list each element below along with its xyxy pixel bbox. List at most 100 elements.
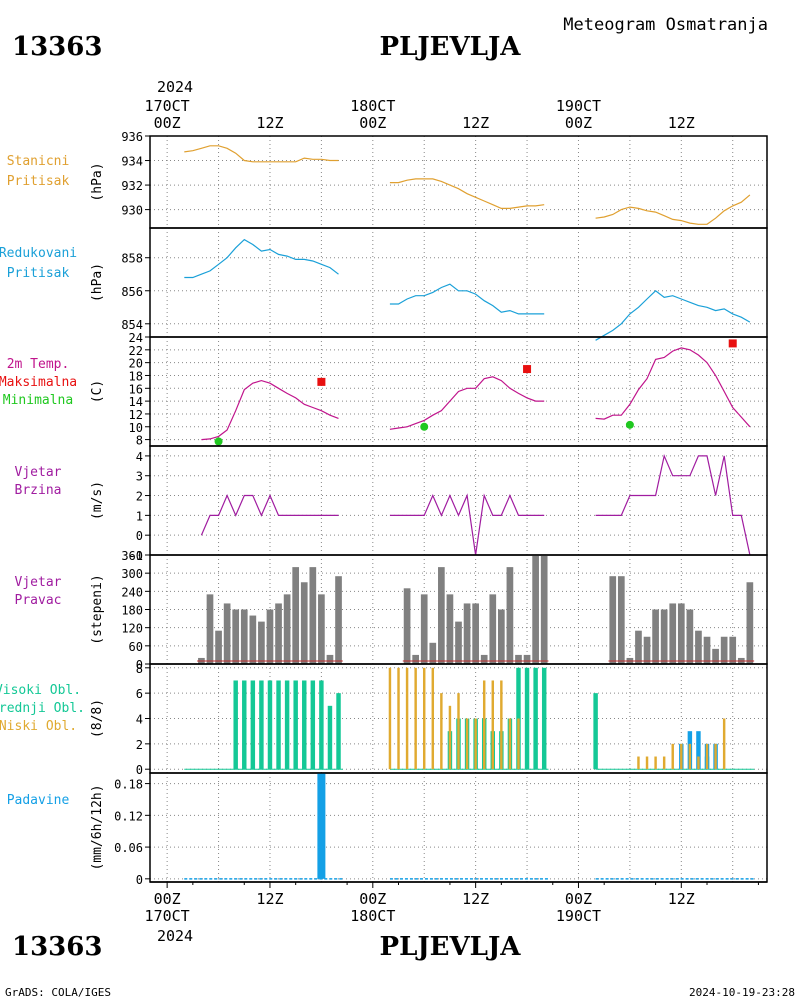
cloud-bar <box>310 680 316 770</box>
wind-direction-bar <box>532 555 539 664</box>
series-line <box>389 283 545 315</box>
time-label-top: 00Z <box>359 114 386 132</box>
time-label-bottom: 12Z <box>462 890 489 908</box>
station-name-bottom: PLJEVLJA <box>380 932 522 962</box>
panel-label: Srednji Obl. <box>0 701 85 716</box>
series-line <box>595 347 751 428</box>
time-label-top: 12Z <box>256 114 283 132</box>
wind-direction-bar <box>480 654 488 664</box>
y-tick-label: 932 <box>121 179 143 193</box>
y-axis-label: (hPa) <box>90 263 105 302</box>
cloud-bar <box>457 693 460 770</box>
series-line <box>184 238 339 279</box>
y-tick-label: 180 <box>121 604 143 618</box>
y-tick-label: 2 <box>136 738 143 752</box>
time-label-top: 00Z <box>154 114 181 132</box>
year-bottom: 2024 <box>157 927 193 945</box>
wind-direction-bar <box>515 654 522 664</box>
wind-direction-bar <box>489 594 497 664</box>
cloud-bar <box>422 667 426 770</box>
wind-direction-bar <box>232 609 240 664</box>
cloud-bar <box>500 680 503 770</box>
cloud-bar <box>508 718 512 770</box>
y-tick-label: 1 <box>136 509 143 523</box>
cloud-bar <box>233 680 238 770</box>
wind-direction-bar <box>506 567 514 664</box>
cloud-bar <box>482 680 486 770</box>
wind-direction-bar <box>660 609 668 664</box>
panel-label: Visoki Obl. <box>0 683 81 698</box>
cloud-bar <box>593 693 598 770</box>
wind-direction-bar <box>240 609 248 664</box>
cloud-bar <box>680 743 683 770</box>
cloud-bar <box>654 756 657 770</box>
y-tick-label: 2 <box>136 490 143 504</box>
cloud-bar <box>242 680 247 770</box>
y-tick-label: 4 <box>136 450 143 464</box>
panel-vjetar-brzina: -1 0 1 2 3 4 (m/s) Vjetar Brzina <box>15 445 768 563</box>
wind-direction-bar <box>609 576 617 664</box>
panel-label: Padavine <box>7 793 70 808</box>
y-tick-label: 120 <box>121 622 143 636</box>
wind-direction-bar <box>446 594 454 664</box>
panel-label: Pritisak <box>7 266 70 281</box>
wind-direction-bar <box>472 603 479 664</box>
y-tick-label: 856 <box>121 285 143 299</box>
cloud-bar <box>465 718 469 770</box>
cloud-bar <box>250 680 256 770</box>
cloud-bar <box>474 718 477 770</box>
time-label-top: 190CT <box>556 97 601 115</box>
time-label-bottom: 12Z <box>256 890 283 908</box>
y-tick-label: 10 <box>129 421 143 435</box>
y-tick-label: 360 <box>121 549 143 563</box>
y-tick-label: -1 <box>129 549 143 563</box>
y-tick-label: 0.18 <box>114 778 143 792</box>
panel-label: Vjetar <box>15 465 62 480</box>
y-tick-label: 4 <box>136 713 143 727</box>
wind-direction-bar <box>403 588 411 664</box>
panel-label: Minimalna <box>3 393 73 408</box>
wind-direction-bar <box>326 654 334 664</box>
y-tick-label: 6 <box>136 687 143 701</box>
y-tick-label: 0 <box>136 763 143 777</box>
y-tick-label: 934 <box>121 155 143 169</box>
panel-frame <box>149 772 768 883</box>
cloud-bar <box>405 667 409 770</box>
wind-direction-bar <box>412 654 419 664</box>
y-tick-label: 24 <box>129 331 143 345</box>
cloud-bar <box>696 731 701 770</box>
cloud-bar <box>267 680 273 770</box>
y-axis-label: (8/8) <box>90 699 105 738</box>
wind-direction-bar <box>635 630 642 664</box>
tmax-marker <box>317 377 326 386</box>
series-line <box>595 290 751 341</box>
wind-direction-bar <box>498 609 505 664</box>
y-tick-label: 8 <box>136 662 143 676</box>
wind-direction-bar <box>712 648 719 664</box>
time-label-top: 170CT <box>145 97 190 115</box>
cloud-bar <box>302 680 307 770</box>
tmax-marker <box>523 365 532 374</box>
y-tick-label: 300 <box>121 567 143 581</box>
time-label-top: 12Z <box>668 114 695 132</box>
cloud-bar <box>448 705 452 770</box>
panel-label: Pravac <box>15 593 62 608</box>
y-tick-label: 930 <box>121 204 143 218</box>
panel-redukovani-pritisak: 854 856 858 (hPa) Redukovani Pritisak <box>0 227 768 341</box>
cloud-bar <box>276 680 281 770</box>
panel-label: Stanicni <box>7 154 70 169</box>
wind-direction-bar <box>283 594 291 664</box>
cloud-bar <box>517 718 520 770</box>
y-tick-label: 0 <box>136 529 143 543</box>
y-tick-label: 14 <box>129 395 143 409</box>
series-line <box>595 194 751 225</box>
y-tick-label: 854 <box>121 318 143 332</box>
tmin-marker <box>214 437 223 446</box>
y-tick-label: 18 <box>129 369 143 383</box>
tmax-marker <box>728 339 737 348</box>
y-axis-label: (m/s) <box>90 481 105 520</box>
cloud-bar <box>284 680 290 770</box>
series-line <box>389 493 545 556</box>
y-axis-label: (C) <box>90 380 105 403</box>
y-tick-label: 0 <box>136 658 143 672</box>
